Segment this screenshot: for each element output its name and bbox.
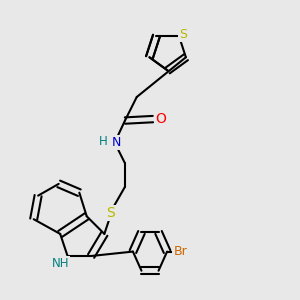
Text: NH: NH	[51, 257, 69, 270]
Text: N: N	[112, 136, 121, 149]
Text: Br: Br	[173, 245, 187, 258]
Text: S: S	[179, 28, 187, 41]
Text: S: S	[106, 206, 115, 220]
Text: H: H	[98, 135, 107, 148]
Text: O: O	[155, 112, 166, 126]
